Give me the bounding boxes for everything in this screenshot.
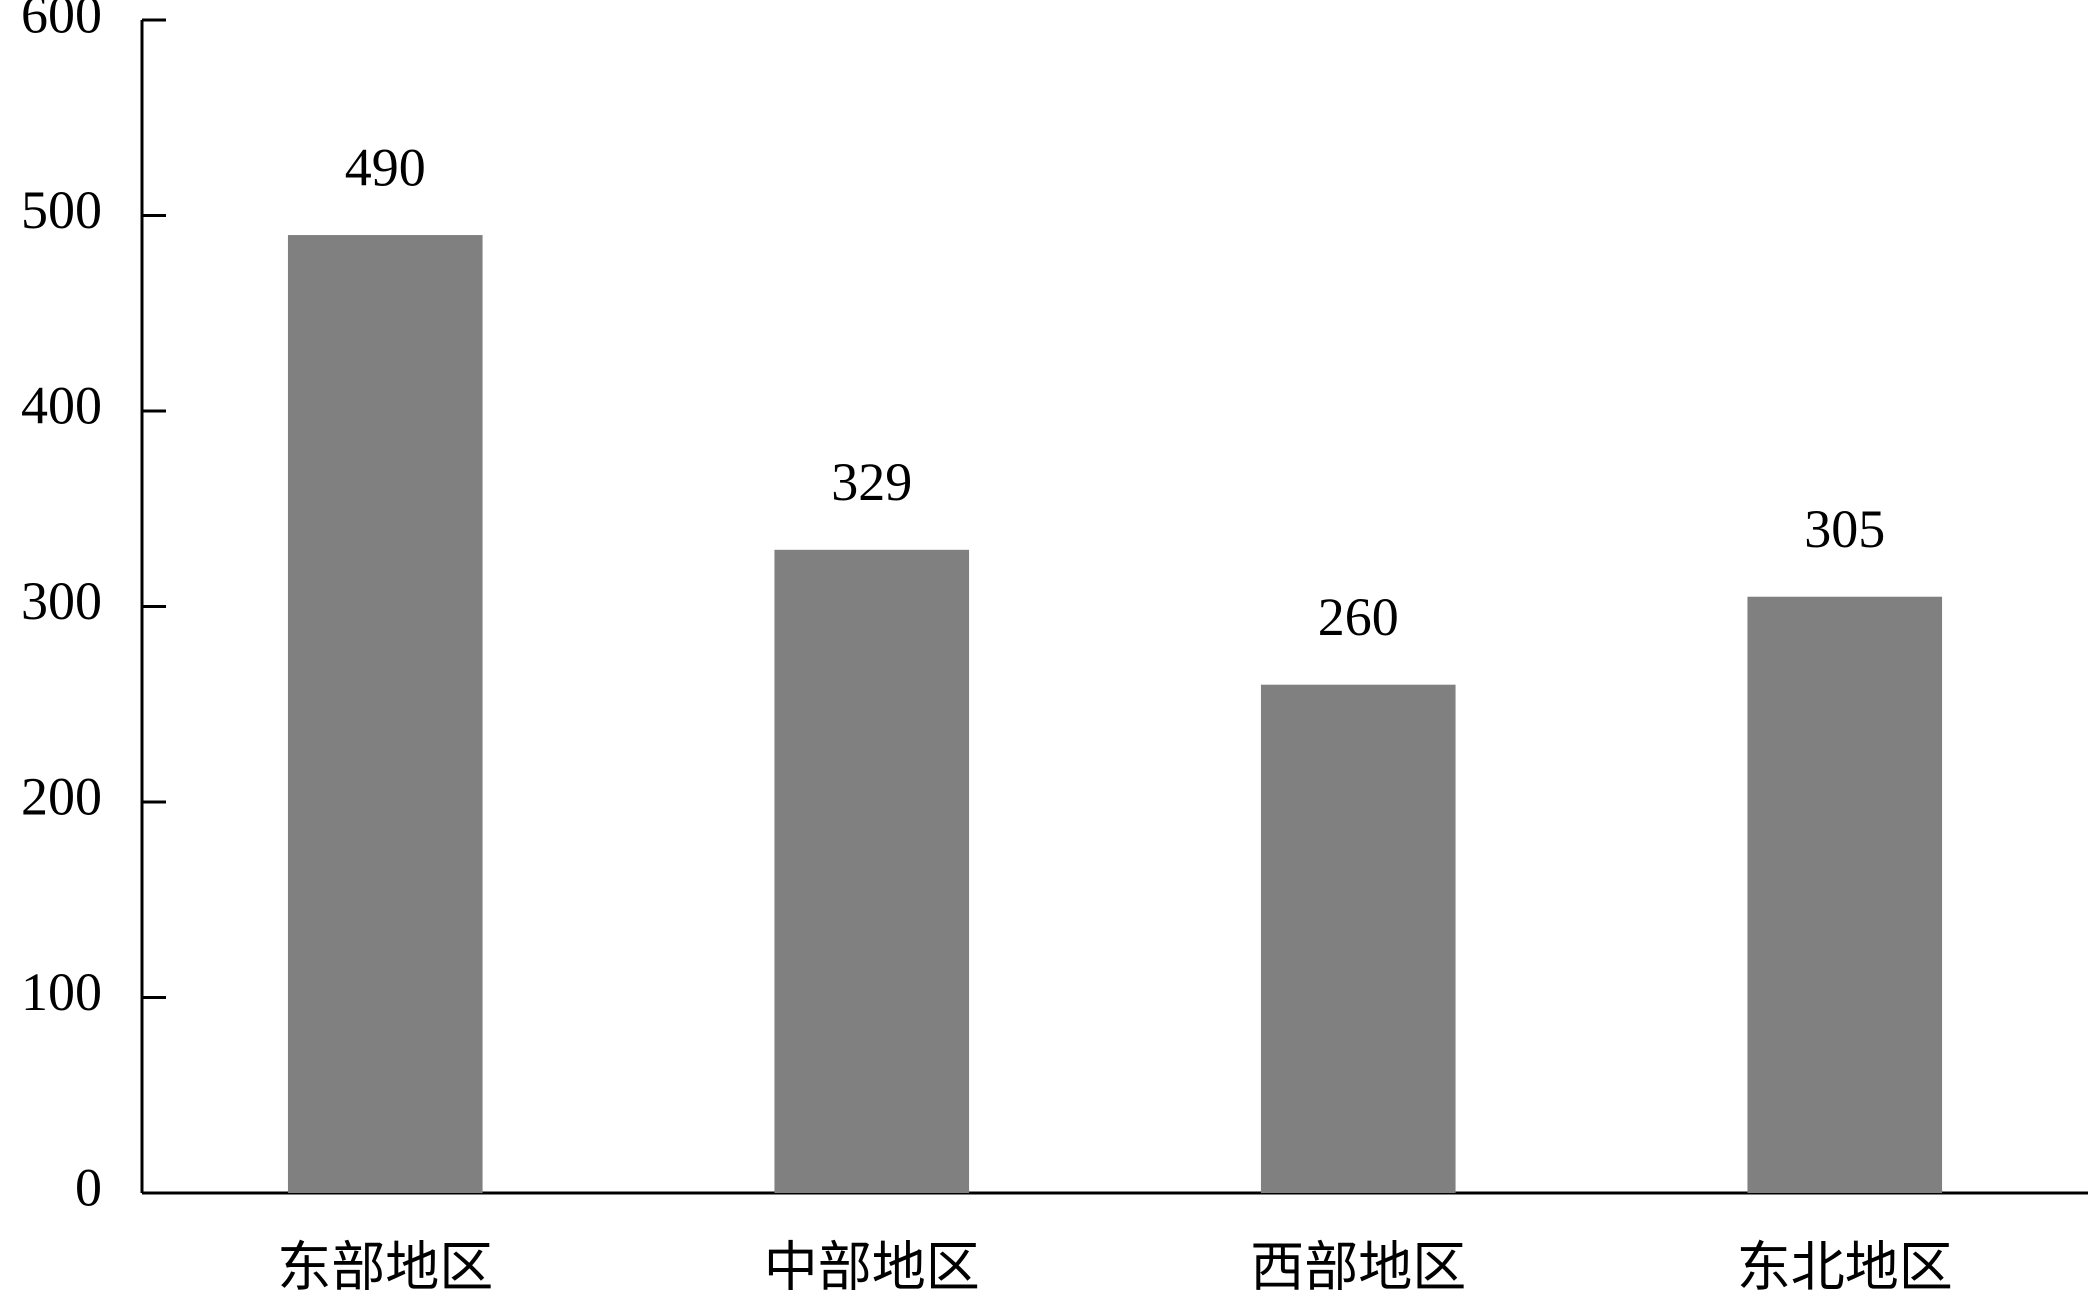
value-label: 490 [345, 137, 426, 197]
bar [1747, 596, 1943, 1193]
y-tick-label: 200 [21, 766, 102, 826]
y-tick-label: 500 [21, 180, 102, 240]
x-tick-label: 东部地区 [277, 1237, 493, 1297]
y-tick-label: 400 [21, 375, 102, 435]
y-tick-label: 600 [21, 0, 102, 44]
bar [287, 235, 483, 1194]
x-tick-label: 中部地区 [764, 1237, 980, 1297]
x-tick-label: 东北地区 [1737, 1237, 1953, 1297]
y-tick-label: 300 [21, 571, 102, 631]
bar [774, 549, 970, 1193]
x-tick-label: 西部地区 [1250, 1237, 1466, 1297]
value-label: 260 [1318, 587, 1399, 647]
value-label: 305 [1804, 499, 1885, 559]
y-tick-label: 100 [21, 962, 102, 1022]
value-label: 329 [831, 452, 912, 512]
bar [1260, 684, 1456, 1193]
y-tick-label: 0 [75, 1157, 102, 1217]
